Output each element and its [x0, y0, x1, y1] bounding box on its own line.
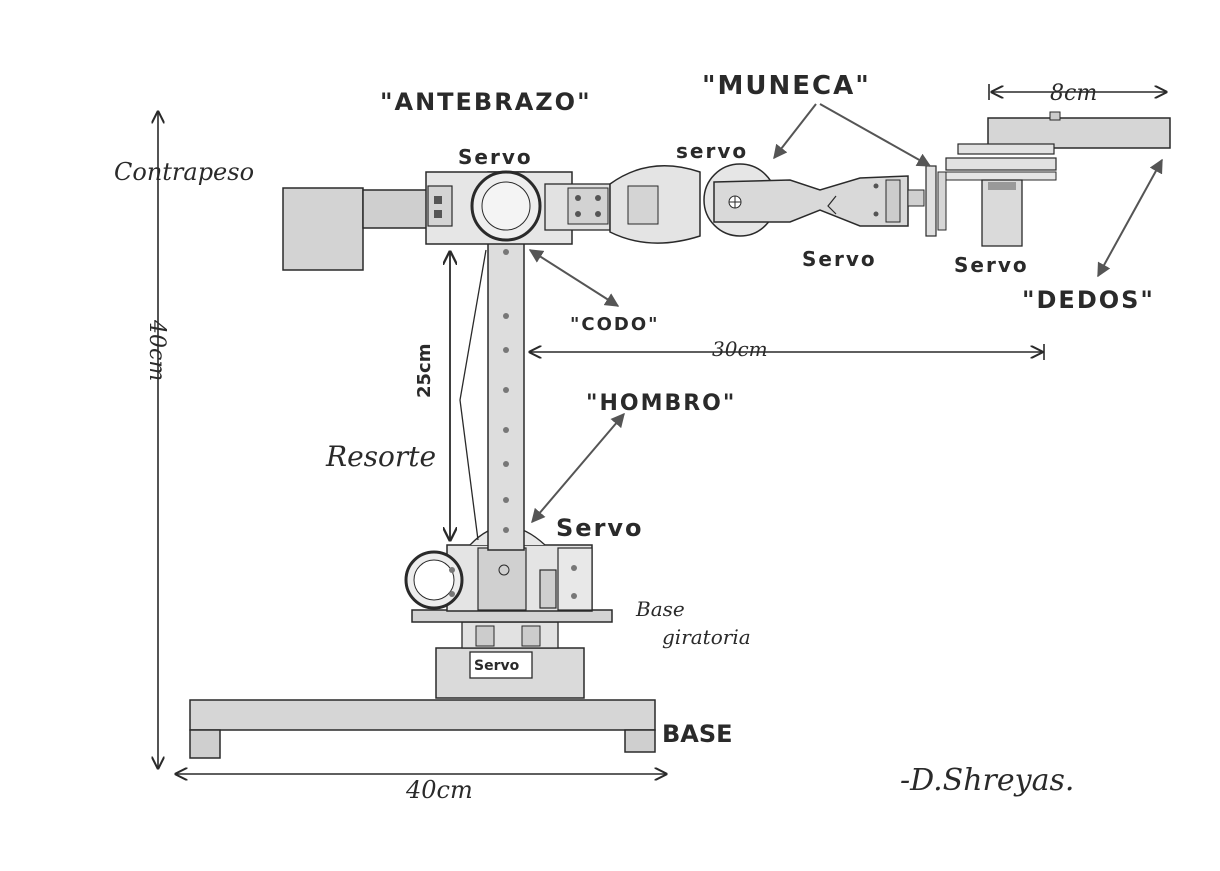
dimension-upper-arm-label: 25cm — [414, 344, 435, 398]
forearm — [544, 165, 701, 244]
pointer-arrows — [528, 103, 1163, 524]
label-servo-hombro: Servo — [556, 514, 644, 542]
label-contrapeso: Contrapeso — [114, 158, 254, 186]
dimension-width-label: 40cm — [405, 776, 473, 804]
shoulder-assembly — [404, 525, 593, 612]
base-servo-block — [411, 609, 613, 699]
label-hombro: "HOMBRO" — [586, 391, 736, 416]
label-servo-muneca-bottom: Servo — [802, 247, 877, 271]
dimension-height-label: 40cm — [144, 319, 169, 381]
label-antebrazo: "ANTEBRAZO" — [380, 88, 592, 116]
label-servo-base: Servo — [474, 658, 520, 674]
label-dedos: "DEDOS" — [1022, 286, 1155, 314]
spring-line — [459, 249, 487, 541]
base-platform — [189, 699, 656, 759]
label-muneca: "MUNECA" — [702, 71, 871, 101]
dimension-arm-length-label: 30cm — [712, 337, 768, 361]
label-base-giratoria-1: Base — [635, 597, 685, 621]
gripper-fingers — [945, 111, 1171, 247]
label-servo-dedos: Servo — [954, 253, 1029, 277]
dimension-lines — [158, 84, 1166, 774]
label-servo-antebrazo: Servo — [458, 145, 533, 169]
label-servo-muneca-top: servo — [676, 139, 748, 163]
wrist-assembly — [703, 163, 947, 237]
label-base-giratoria-2: giratoria — [662, 625, 751, 649]
label-codo: "CODO" — [570, 314, 660, 335]
label-resorte: Resorte — [325, 440, 436, 473]
counterweight — [282, 187, 428, 271]
signature: -D.Shreyas. — [900, 763, 1074, 798]
dimension-finger-label: 8cm — [1050, 81, 1097, 106]
label-base: BASE — [662, 720, 733, 748]
